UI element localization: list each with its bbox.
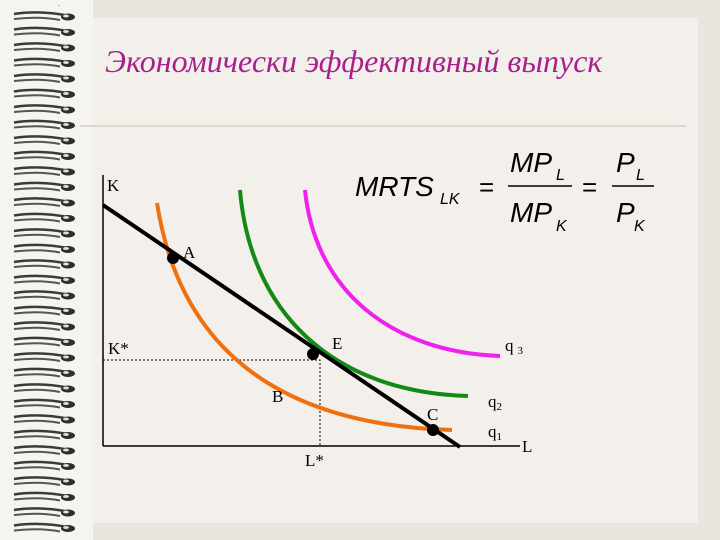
isoquant-name: q — [488, 422, 497, 441]
sub-k: K — [556, 218, 568, 235]
point-c-label: C — [427, 405, 438, 424]
point-e-label: E — [332, 334, 342, 353]
sub-l: L — [556, 167, 565, 184]
l-star-label: L* — [305, 451, 324, 470]
isoquant-label: q1 — [488, 422, 502, 443]
isoquant-sub: 1 — [497, 431, 503, 443]
equals: = — [479, 172, 494, 202]
slide-title: Экономически эффективный выпуск — [105, 43, 603, 79]
isoquant-sub: 2 — [497, 401, 503, 413]
y-axis-label: K — [107, 176, 120, 195]
point-a — [167, 252, 179, 264]
mp-den: MP — [510, 197, 552, 228]
formula: MRTS LK = MP L MP K = P L P K — [355, 147, 654, 235]
x-axis-label: L — [522, 437, 532, 456]
isoquant-label: q2 — [488, 392, 502, 413]
point-c — [427, 424, 439, 436]
isoquant-q3 — [303, 189, 501, 358]
mp-num: MP — [510, 147, 552, 178]
point-e — [307, 348, 319, 360]
mrts: MRTS — [355, 171, 434, 202]
equals: = — [582, 172, 597, 202]
mrts-sub: LK — [440, 191, 461, 208]
isoquant-name: q — [505, 336, 514, 355]
slide-area — [93, 18, 698, 523]
point-a-label: A — [183, 243, 196, 262]
sub-l: L — [636, 167, 645, 184]
k-star-label: K* — [108, 339, 129, 358]
isoquant-q2 — [238, 189, 469, 398]
sub-k: K — [634, 218, 646, 235]
guide-lines — [103, 359, 321, 446]
p-den: P — [616, 197, 635, 228]
point-b-label: B — [272, 387, 283, 406]
p-num: P — [616, 147, 635, 178]
isocost-line — [101, 203, 462, 449]
isoquant-sub: 3 — [518, 345, 524, 357]
spiral-binding — [10, 5, 94, 535]
isoquant-name: q — [488, 392, 497, 411]
